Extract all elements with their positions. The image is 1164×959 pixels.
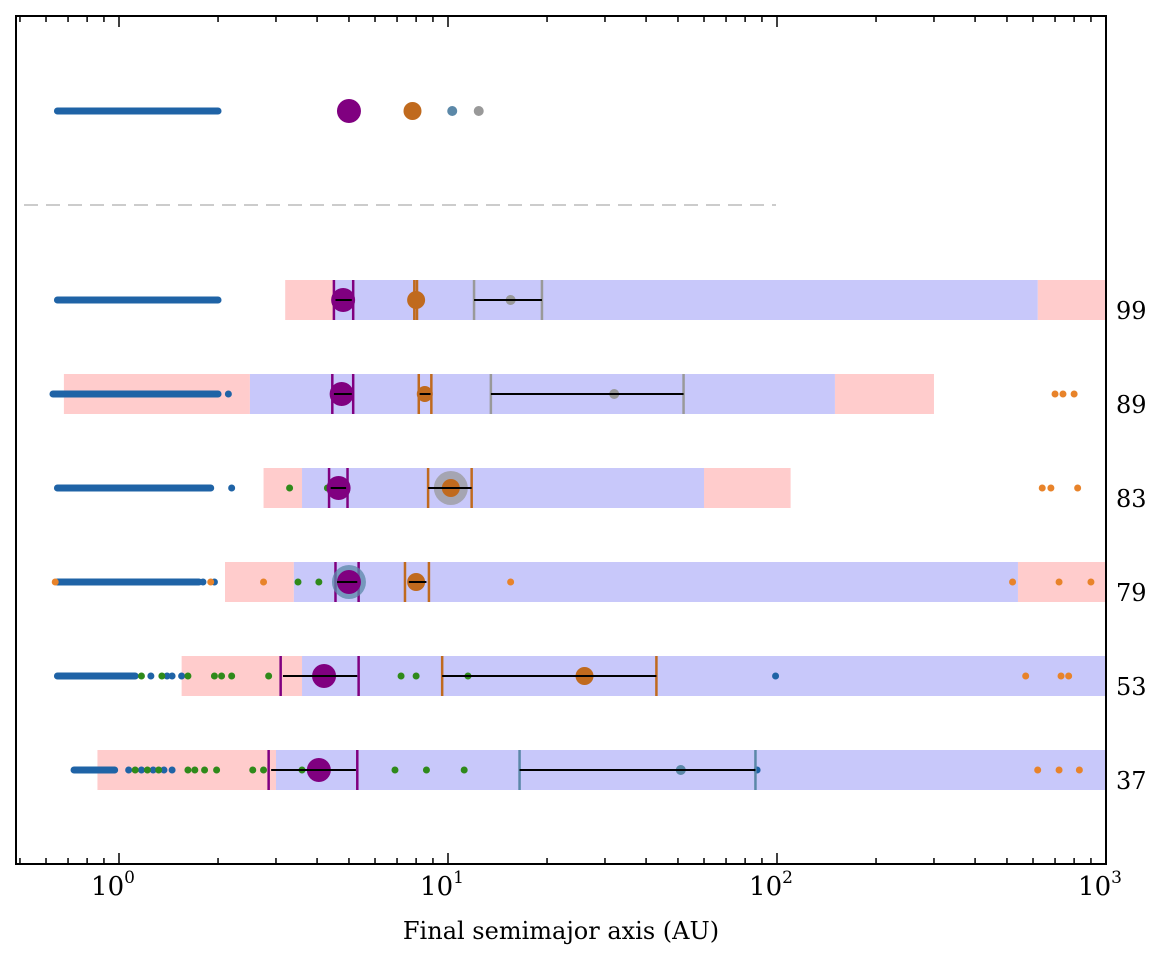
ejected-dot — [1070, 390, 1078, 398]
planetesimal-dot — [125, 766, 133, 774]
embryo-dot — [184, 766, 192, 774]
ejected-dot — [1059, 390, 1067, 398]
embryo-dot — [213, 766, 221, 774]
plot-frame — [15, 15, 1107, 865]
embryo-dot — [158, 672, 166, 680]
embryo-dot — [260, 766, 268, 774]
planetesimal-dot — [178, 672, 186, 680]
embryo-dot — [286, 484, 294, 492]
embryo-dot — [210, 672, 218, 680]
planet-2 — [407, 291, 426, 309]
reference-planet-2 — [403, 102, 422, 120]
x-tick-label: 101 — [420, 868, 464, 902]
embryo-dot — [391, 766, 399, 774]
blue-band — [302, 656, 1105, 696]
x-tick-label: 100 — [91, 868, 135, 902]
pink-band-1 — [181, 656, 303, 696]
blue-band — [293, 562, 1018, 602]
ejected-dot — [1009, 578, 1017, 586]
row-labels: 99 89 83 79 53 37 — [1116, 297, 1147, 795]
ejected-dot — [1057, 672, 1065, 680]
blue-band — [333, 280, 1038, 320]
embryo-dot — [137, 672, 145, 680]
ejected-dot — [51, 578, 59, 586]
row-99 — [53, 280, 1105, 320]
ejected-dot — [1047, 484, 1055, 492]
pink-band-1 — [263, 468, 303, 508]
embryo-dot — [201, 766, 209, 774]
ejected-dot — [1065, 672, 1073, 680]
ejected-dot — [207, 578, 215, 586]
ejected-dot — [1055, 766, 1063, 774]
embryo-dot — [460, 766, 468, 774]
blue-band — [302, 468, 705, 508]
planetesimal-dot — [163, 672, 171, 680]
ejected-dot — [1034, 766, 1042, 774]
x-tick-label: 102 — [749, 868, 793, 902]
row-37 — [70, 750, 1105, 790]
x-axis-label: Final semimajor axis (AU) — [403, 917, 719, 945]
embryo-dot — [412, 672, 420, 680]
ejected-dot — [1074, 484, 1082, 492]
planetesimal-dot — [147, 672, 155, 680]
planetesimal-dot — [168, 766, 176, 774]
ejected-dot — [507, 578, 515, 586]
ejected-dot — [1055, 578, 1063, 586]
ejected-dot — [1087, 578, 1095, 586]
reference-row — [53, 99, 484, 123]
x-tick-labels: 100 101 102 103 — [91, 868, 1122, 902]
planetesimal-dot — [137, 766, 145, 774]
row-53 — [53, 656, 1105, 696]
planetesimal-dot — [168, 672, 176, 680]
embryo-dot — [265, 672, 273, 680]
pink-band-2 — [1037, 280, 1105, 320]
ejected-dot — [260, 578, 268, 586]
ejected-dot — [1038, 484, 1046, 492]
pink-band-2 — [834, 374, 934, 414]
reference-planet-1 — [336, 99, 361, 123]
embryo-dot — [422, 766, 430, 774]
row-79 — [51, 562, 1105, 602]
embryo-dot — [143, 766, 151, 774]
reference-planet-4 — [473, 106, 484, 116]
row-89 — [49, 374, 1078, 414]
embryo-dot — [294, 578, 302, 586]
planetesimal-dot — [228, 484, 236, 492]
planetesimal-dot — [772, 672, 780, 680]
planetesimal-dot — [149, 766, 157, 774]
pink-band-2 — [704, 468, 791, 508]
row-label-53: 53 — [1116, 673, 1147, 701]
row-label-99: 99 — [1116, 297, 1147, 325]
embryo-dot — [218, 672, 226, 680]
planetesimal-dot — [199, 578, 207, 586]
embryo-dot — [131, 766, 139, 774]
pink-band-1 — [225, 562, 294, 602]
ejected-dot — [1022, 672, 1030, 680]
x-tick-label: 103 — [1078, 868, 1122, 902]
plot-content — [24, 99, 1105, 790]
reference-planet-3 — [447, 106, 458, 116]
planetesimal-dot — [160, 766, 168, 774]
ejected-dot — [1075, 766, 1083, 774]
x-ticks — [19, 16, 1092, 864]
embryo-dot — [228, 672, 236, 680]
row-label-79: 79 — [1116, 579, 1147, 607]
embryo-dot — [249, 766, 257, 774]
ejected-dot — [1051, 390, 1059, 398]
embryo-dot — [191, 766, 199, 774]
row-label-83: 83 — [1116, 485, 1147, 513]
row-label-89: 89 — [1116, 391, 1147, 419]
embryo-dot — [184, 672, 192, 680]
pink-band-1 — [285, 280, 334, 320]
embryo-dot — [315, 578, 323, 586]
row-label-37: 37 — [1116, 767, 1147, 795]
embryo-dot — [155, 766, 163, 774]
planetesimal-dot — [224, 390, 232, 398]
embryo-dot — [397, 672, 405, 680]
row-83 — [53, 468, 1082, 508]
